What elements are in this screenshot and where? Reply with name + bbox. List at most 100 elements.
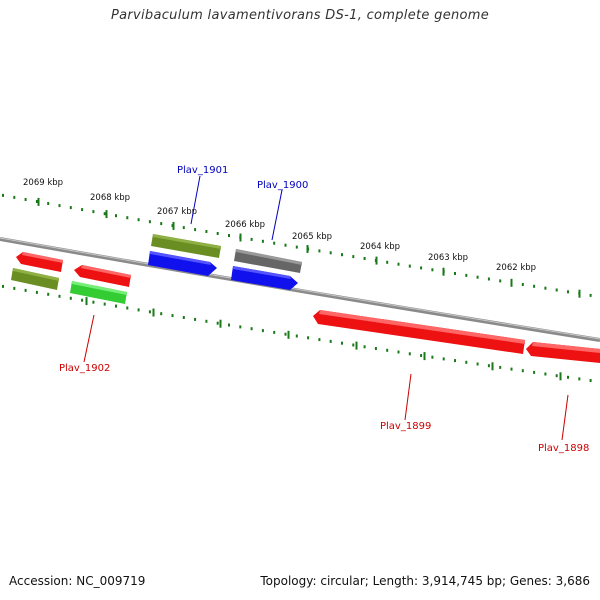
gene-olive-reverse[interactable] [11,268,59,290]
outer-ruler-minor-tick [148,220,151,224]
outer-ruler-minor-tick [544,286,547,290]
inner-ruler-minor-tick [499,365,502,369]
gene-red-reverse-left[interactable] [16,252,63,272]
inner-ruler-major-tick [559,372,562,381]
inner-ruler-minor-tick [160,312,163,316]
outer-ruler-minor-tick [533,284,536,288]
inner-ruler-minor-tick [115,304,117,308]
inner-ruler-major-tick [355,341,358,350]
inner-ruler-minor-tick [352,343,355,347]
inner-ruler-minor-tick [589,379,592,382]
inner-ruler-minor-tick [442,357,445,361]
inner-ruler-major-tick [287,330,290,339]
inner-ruler-major-tick [85,297,88,306]
ruler-label-2067: 2067 kbp [157,207,197,217]
outer-ruler-minor-tick [284,243,287,247]
inner-ruler-minor-tick [544,372,547,376]
inner-ruler-minor-tick [194,317,197,321]
outer-ruler-minor-tick [261,239,264,243]
outer-ruler-minor-tick [352,255,355,259]
inner-ruler-minor-tick [47,292,50,296]
inner-ruler-major-tick [152,308,155,317]
outer-ruler-major-tick [37,197,40,206]
outer-ruler-minor-tick [318,249,321,253]
inner-ruler-minor-tick [578,377,581,381]
inner-ruler-minor-tick [228,323,230,327]
outer-ruler-minor-tick [2,193,4,197]
inner-ruler [2,284,592,382]
inner-ruler-minor-tick [521,369,524,373]
reverse-genes [11,252,600,363]
inner-ruler-minor-tick [148,310,151,314]
inner-ruler-minor-tick [341,341,343,345]
outer-ruler-major-tick [510,278,513,287]
ruler-label-2066: 2066 kbp [225,220,265,230]
ruler-label-2063: 2063 kbp [428,253,468,263]
inner-ruler-minor-tick [318,338,321,342]
inner-ruler-minor-tick [555,374,558,378]
inner-ruler-minor-tick [510,367,513,371]
gene-label-plav-1898[interactable]: Plav_1898 [538,443,589,454]
outer-ruler-minor-tick [567,290,569,294]
outer-ruler-major-tick [239,233,242,242]
outer-ruler-minor-tick [205,230,208,233]
inner-ruler-minor-tick [431,355,434,359]
gene-gray-forward[interactable] [234,249,302,273]
outer-ruler-minor-tick [137,218,140,222]
gene-label-plav-1899[interactable]: Plav_1899 [380,421,431,432]
map-title: Parvibaculum lavamentivorans DS-1, compl… [110,8,490,23]
outer-ruler-minor-tick [160,222,163,226]
inner-ruler-minor-tick [58,294,61,298]
inner-ruler-minor-tick [295,334,298,338]
gene-red-reverse-2[interactable] [74,265,131,287]
outer-ruler-minor-tick [431,268,434,272]
inner-ruler-minor-tick [137,308,140,312]
outer-ruler-minor-tick [454,272,456,275]
outer-ruler-major-tick [105,210,108,219]
inner-ruler-minor-tick [13,286,16,290]
inner-ruler-minor-tick [284,332,287,336]
inner-ruler-minor-tick [2,284,4,288]
inner-ruler-minor-tick [103,302,106,306]
inner-ruler-minor-tick [273,330,276,334]
forward-genes [148,234,302,290]
gene-plav-1902[interactable] [70,281,127,304]
outer-ruler-major-tick [306,245,309,253]
inner-ruler-major-tick [423,352,426,361]
inner-ruler-major-tick [219,319,222,328]
outer-ruler-minor-tick [182,226,185,230]
gene-olive-forward[interactable] [151,234,221,258]
gene-plav-1901[interactable] [148,251,217,276]
gene-label-plav-1902[interactable]: Plav_1902 [59,363,110,374]
gene-label-plav-1900[interactable]: Plav_1900 [257,180,308,191]
genome-info-text: Topology: circular; Length: 3,914,745 bp… [260,574,590,588]
inner-ruler-major-tick [491,362,494,371]
inner-ruler-minor-tick [329,339,332,343]
gene-plav-1899[interactable] [313,310,525,354]
inner-ruler-minor-tick [386,348,389,352]
gene-plav-1900[interactable] [231,266,298,290]
outer-ruler-minor-tick [24,198,27,201]
outer-ruler-minor-tick [35,200,38,203]
outer-ruler-minor-tick [521,283,524,286]
gene-plav-1898[interactable] [526,342,600,363]
inner-ruler-minor-tick [420,354,423,357]
inner-ruler-minor-tick [35,290,38,294]
ruler-label-2064: 2064 kbp [360,242,400,252]
outer-ruler-major-tick [442,267,445,276]
inner-ruler-minor-tick [205,319,208,323]
outer-ruler-minor-tick [13,195,16,199]
outer-ruler-minor-tick [47,202,50,205]
inner-ruler-minor-tick [487,364,490,368]
outer-ruler-minor-tick [397,262,400,266]
inner-ruler-minor-tick [307,336,310,340]
outer-ruler-minor-tick [216,232,219,235]
outer-ruler-minor-tick [115,214,117,218]
gene-label-plav-1901[interactable]: Plav_1901 [177,165,228,176]
outer-ruler-minor-tick [487,277,490,281]
outer-ruler-minor-tick [126,216,129,220]
outer-ruler-minor-tick [103,212,106,216]
outer-ruler-minor-tick [329,251,332,255]
outer-ruler-minor-tick [295,245,298,249]
outer-ruler-major-tick [375,256,378,265]
